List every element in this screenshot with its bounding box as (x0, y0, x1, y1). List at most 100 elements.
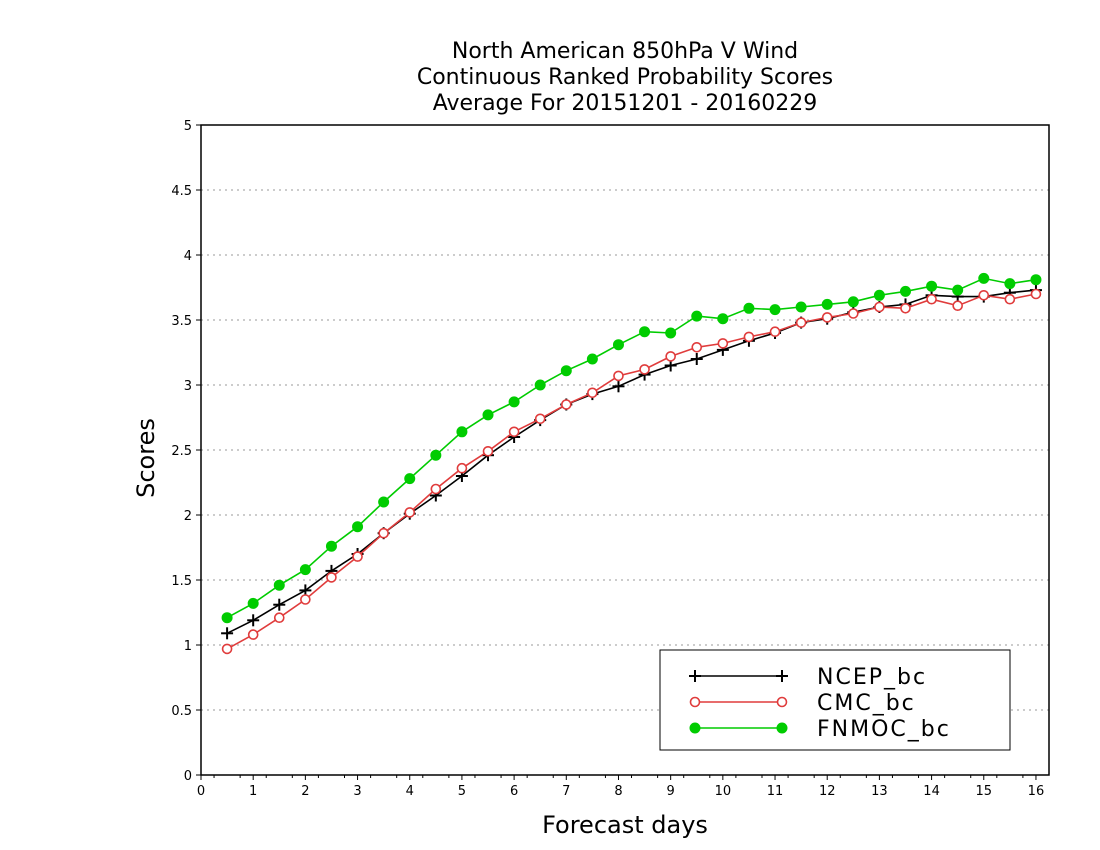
series-line-CMC_bc (226, 293, 1037, 650)
data-point-NCEP_bc (273, 598, 286, 611)
y-tick-label: 0.5 (171, 704, 192, 719)
series-FNMOC_bc (221, 272, 1042, 624)
data-point-CMC_bc (560, 399, 572, 410)
y-tick-label: 3.5 (171, 314, 192, 329)
data-point-FNMOC_bc (430, 449, 442, 461)
series-layer (221, 272, 1042, 655)
x-tick-label: 14 (923, 784, 940, 799)
legend-marker (689, 722, 701, 734)
data-point-NCEP_bc (612, 380, 625, 393)
data-point-CMC_bc (795, 317, 807, 328)
data-point-FNMOC_bc (378, 496, 390, 508)
data-point-CMC_bc (587, 387, 598, 399)
x-tick-label: 16 (1028, 784, 1045, 799)
data-point-CMC_bc (404, 507, 416, 518)
data-point-CMC_bc (534, 413, 546, 425)
data-point-CMC_bc (508, 426, 520, 438)
data-point-CMC_bc (456, 462, 468, 474)
data-point-NCEP_bc (221, 627, 234, 640)
legend-box (659, 649, 1011, 751)
legend-label: CMC_bc (817, 691, 916, 716)
data-point-FNMOC_bc (639, 326, 651, 338)
y-axis-ticks: 0 0.5 1 1.5 2 2.5 3 3.5 4 4.5 5 (171, 119, 201, 784)
data-point-CMC_bc (273, 612, 285, 624)
data-point-FNMOC_bc (952, 284, 964, 296)
data-point-CMC_bc (300, 594, 311, 605)
data-point-CMC_bc (221, 643, 233, 655)
x-tick-label: 8 (614, 784, 622, 799)
x-tick-label: 4 (406, 784, 414, 799)
chart-title-line-3: Average For 20151201 - 20160229 (433, 91, 818, 116)
x-tick-label: 1 (249, 784, 257, 799)
data-point-NCEP_bc (690, 353, 703, 365)
data-point-FNMOC_bc (743, 302, 755, 314)
data-point-FNMOC_bc (247, 597, 259, 609)
data-point-CMC_bc (326, 572, 337, 583)
data-point-FNMOC_bc (1030, 274, 1042, 286)
grid (201, 189, 1049, 711)
data-point-FNMOC_bc (717, 313, 729, 325)
data-point-FNMOC_bc (873, 289, 885, 301)
x-tick-label: 15 (975, 784, 992, 799)
legend-label: FNMOC_bc (817, 717, 951, 742)
x-tick-label: 2 (301, 784, 309, 799)
legend-marker (689, 670, 701, 682)
data-point-FNMOC_bc (691, 310, 703, 322)
data-point-CMC_bc (1030, 288, 1042, 300)
data-point-FNMOC_bc (821, 298, 833, 310)
legend-entry-FNMOC_bc: FNMOC_bc (689, 717, 951, 742)
chart-title-line-1: North American 850hPa V Wind (452, 39, 798, 64)
data-point-FNMOC_bc (508, 396, 520, 408)
data-point-CMC_bc (430, 483, 442, 495)
data-point-CMC_bc (691, 341, 703, 353)
x-axis-title: Forecast days (542, 811, 708, 839)
data-point-CMC_bc (482, 445, 494, 457)
data-point-CMC_bc (821, 312, 833, 323)
data-point-FNMOC_bc (482, 409, 494, 421)
data-point-CMC_bc (926, 293, 937, 305)
data-point-FNMOC_bc (456, 426, 468, 438)
legend-marker (776, 670, 788, 682)
y-tick-label: 4.5 (171, 184, 192, 199)
x-tick-label: 10 (715, 784, 732, 799)
series-line-FNMOC_bc (226, 277, 1037, 619)
data-point-FNMOC_bc (299, 564, 311, 576)
x-tick-label: 6 (510, 784, 518, 799)
y-axis-title: Scores (132, 418, 160, 498)
data-point-CMC_bc (247, 629, 259, 640)
data-point-CMC_bc (743, 331, 755, 343)
data-point-CMC_bc (717, 338, 729, 349)
legend-label: NCEP_bc (817, 665, 927, 690)
data-point-FNMOC_bc (325, 540, 337, 552)
y-tick-label: 0 (184, 769, 192, 784)
x-tick-label: 12 (819, 784, 836, 799)
chart-title: North American 850hPa V Wind Continuous … (417, 39, 833, 116)
x-tick-label: 11 (767, 784, 784, 799)
legend-entry-NCEP_bc: NCEP_bc (689, 665, 927, 690)
data-point-FNMOC_bc (847, 296, 859, 308)
data-point-CMC_bc (874, 301, 885, 313)
legend-marker (776, 696, 788, 708)
data-point-CMC_bc (952, 300, 963, 312)
data-point-FNMOC_bc (221, 612, 233, 624)
data-point-FNMOC_bc (352, 521, 364, 533)
series-line-NCEP_bc (226, 289, 1037, 635)
x-axis-ticks: 0 1 2 3 4 5 6 7 8 9 10 11 12 13 14 15 16 (197, 775, 1044, 799)
data-point-FNMOC_bc (1004, 278, 1016, 290)
x-tick-label: 7 (562, 784, 570, 799)
data-point-CMC_bc (378, 527, 389, 539)
x-tick-label: 5 (458, 784, 466, 799)
data-point-CMC_bc (900, 302, 911, 314)
data-point-CMC_bc (665, 351, 676, 362)
data-point-FNMOC_bc (560, 365, 572, 377)
y-tick-label: 5 (184, 119, 192, 134)
data-point-FNMOC_bc (404, 473, 416, 485)
data-point-FNMOC_bc (926, 280, 938, 292)
y-tick-label: 3 (184, 379, 192, 394)
x-tick-label: 3 (353, 784, 361, 799)
legend-marker (689, 696, 701, 708)
y-tick-label: 4 (184, 249, 192, 264)
data-point-FNMOC_bc (899, 285, 911, 297)
